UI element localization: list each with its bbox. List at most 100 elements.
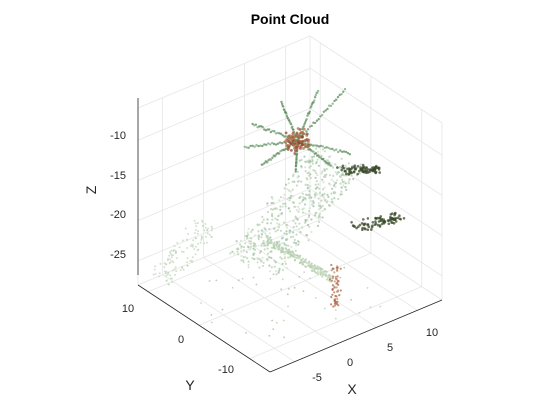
point-cloud-point <box>318 187 321 190</box>
point-cloud-point <box>268 264 271 267</box>
point-cloud-point <box>256 224 259 227</box>
point-cloud-point <box>200 237 203 240</box>
point-cloud-point <box>374 220 377 223</box>
point-cloud-point <box>199 241 202 244</box>
z-tick-label: -10 <box>110 130 126 142</box>
point-cloud-point <box>242 245 245 249</box>
z-axis: -10 -15 -20 -25 Z <box>83 98 139 275</box>
point-cloud-point <box>339 176 342 179</box>
point-cloud-point <box>331 102 334 105</box>
point-cloud-point <box>329 155 332 158</box>
point-cloud-point <box>196 232 199 235</box>
point-cloud-point <box>272 142 276 146</box>
point-cloud-point <box>358 172 361 175</box>
point-cloud-point <box>328 278 331 281</box>
point-cloud-point <box>321 275 324 278</box>
point-cloud-point <box>382 220 385 224</box>
point-cloud-point <box>249 236 252 239</box>
point-cloud-point <box>154 265 157 268</box>
point-cloud-point <box>287 305 289 308</box>
point-cloud-point <box>303 271 306 273</box>
point-cloud-point <box>266 242 269 246</box>
point-cloud-point <box>283 336 285 339</box>
point-cloud-point <box>378 216 382 220</box>
point-cloud-point <box>330 198 333 201</box>
point-cloud-point <box>264 160 267 163</box>
point-cloud-point <box>323 208 326 211</box>
point-cloud-point <box>248 240 251 243</box>
point-cloud-point <box>210 229 213 232</box>
point-cloud-point <box>329 174 332 177</box>
point-cloud-point <box>312 205 315 208</box>
point-cloud-point <box>178 246 181 249</box>
point-cloud-point <box>255 144 258 147</box>
point-cloud-point <box>296 180 299 183</box>
point-cloud-point <box>336 297 339 300</box>
point-cloud-point <box>174 273 176 276</box>
grid-line <box>137 148 311 221</box>
point-cloud-point <box>336 166 339 169</box>
point-cloud-point <box>279 229 283 232</box>
point-cloud-point <box>340 150 344 153</box>
point-cloud-point <box>304 203 307 206</box>
point-cloud-point <box>169 251 172 253</box>
point-cloud-point <box>321 170 324 173</box>
point-cloud-point <box>278 141 282 144</box>
point-cloud-point <box>375 166 379 170</box>
point-cloud-point <box>315 147 318 150</box>
point-cloud-point <box>298 222 301 225</box>
point-cloud-point <box>345 172 348 176</box>
point-cloud-point <box>296 170 299 173</box>
point-cloud-point <box>285 138 289 142</box>
point-cloud-point <box>321 145 324 148</box>
point-cloud-point <box>325 274 328 277</box>
point-cloud-point <box>323 169 326 172</box>
point-cloud-point <box>276 218 279 221</box>
point-cloud-point <box>289 210 292 213</box>
point-cloud-point <box>202 225 205 228</box>
point-cloud-point <box>274 143 278 146</box>
point-cloud-point <box>294 259 297 262</box>
point-cloud-point <box>267 159 270 162</box>
grid-line <box>309 108 443 196</box>
point-cloud-point <box>369 306 372 309</box>
point-cloud-point <box>299 147 302 151</box>
point-cloud-point <box>335 173 338 176</box>
point-cloud-point <box>390 221 393 224</box>
point-cloud-point <box>329 183 332 186</box>
point-cloud-point <box>331 201 334 205</box>
point-cloud-point <box>308 190 311 193</box>
point-cloud-point <box>320 172 323 175</box>
point-cloud-point <box>285 230 288 233</box>
point-cloud-point <box>313 196 316 199</box>
point-cloud-point <box>304 145 308 149</box>
point-cloud-point <box>292 225 295 229</box>
grid-line <box>244 240 377 328</box>
point-cloud-point <box>314 176 317 179</box>
point-cloud-point <box>286 293 289 296</box>
point-cloud-point <box>154 272 157 275</box>
point-cloud-point <box>333 291 336 294</box>
point-cloud-point <box>324 109 327 112</box>
point-cloud-point <box>249 245 252 248</box>
point-cloud-point <box>362 170 366 173</box>
grid-line <box>309 188 443 277</box>
point-cloud-point <box>334 163 337 166</box>
point-cloud-point <box>310 262 313 265</box>
point-cloud-point <box>352 177 355 181</box>
point-cloud-point <box>340 157 343 160</box>
point-cloud-point <box>326 276 329 279</box>
point-cloud-point <box>269 277 272 280</box>
point-cloud-point <box>165 263 168 266</box>
point-cloud-point <box>282 236 285 239</box>
point-cloud-point <box>305 183 308 186</box>
point-cloud-point <box>317 183 320 186</box>
point-cloud-point <box>307 239 310 242</box>
point-cloud-point <box>242 259 245 262</box>
point-cloud-point <box>308 125 312 128</box>
point-cloud-point <box>175 270 178 273</box>
point-cloud-point <box>322 181 325 184</box>
point-cloud-point <box>356 165 360 168</box>
point-cloud-point <box>158 272 161 275</box>
